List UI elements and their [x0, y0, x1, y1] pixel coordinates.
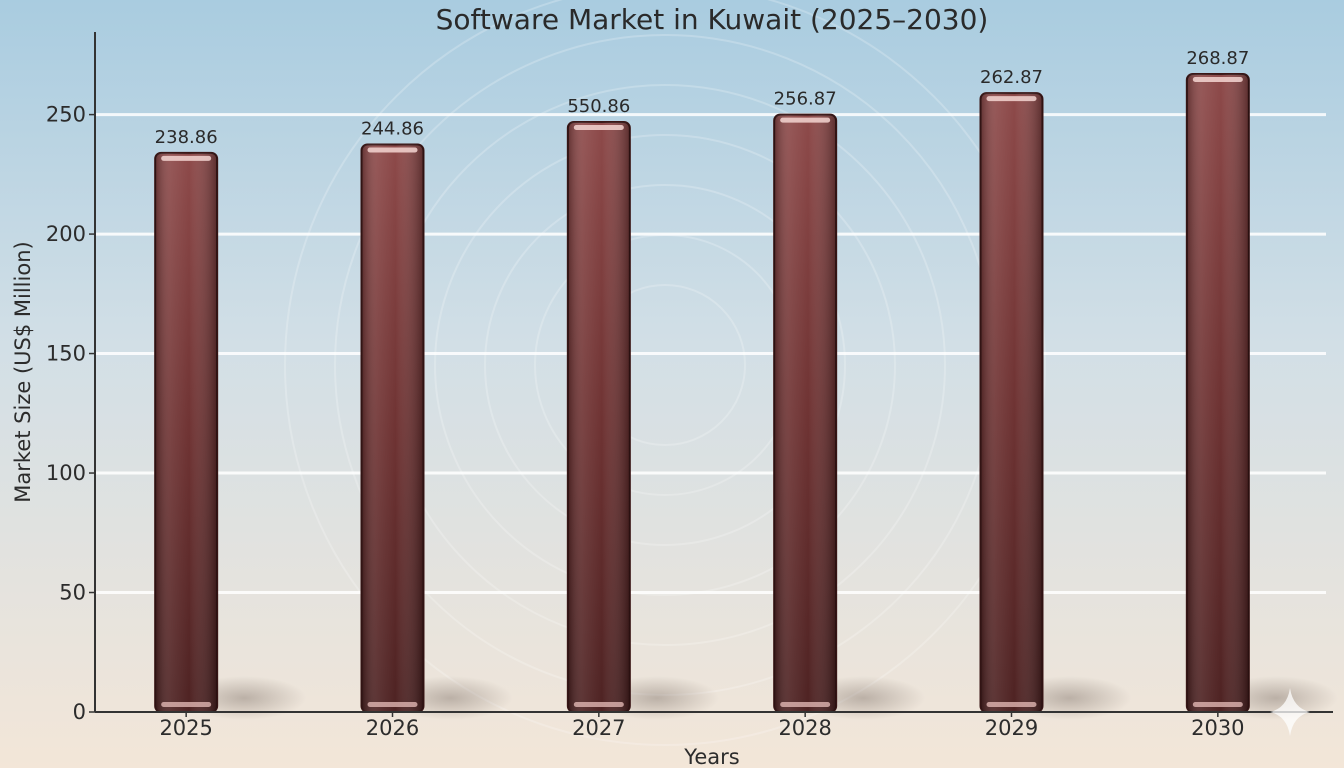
- bar: [773, 113, 838, 714]
- x-tick-label: 2029: [985, 716, 1038, 740]
- bar-bottom-highlight: [573, 702, 624, 707]
- y-tick-label: 200: [46, 222, 86, 246]
- data-label: 256.87: [774, 89, 837, 110]
- background-ring: [284, 0, 1046, 746]
- y-tick-label: 0: [73, 700, 86, 724]
- bar: [360, 143, 425, 714]
- bar-shading: [155, 152, 218, 712]
- bar-top-highlight: [986, 96, 1037, 102]
- x-axis-title: Years: [683, 745, 739, 768]
- x-axis-ticks: 2025 2026 2027 2028 2029 2030: [159, 712, 1245, 740]
- y-axis-ticks: 0 50 100 150 200 250: [46, 103, 95, 724]
- data-label: 550.86: [567, 96, 630, 117]
- bar: [979, 92, 1044, 713]
- bar-shading: [567, 122, 630, 713]
- bar-bottom-highlight: [986, 702, 1037, 707]
- gridlines: [95, 113, 1326, 595]
- bar-shading: [1186, 73, 1249, 712]
- chart-title: Software Market in Kuwait (2025–2030): [436, 3, 989, 36]
- background-ring: [484, 184, 846, 546]
- bar-shading: [774, 114, 837, 713]
- bars: [154, 72, 1250, 714]
- bar-top-highlight: [573, 125, 624, 131]
- x-tick-label: 2027: [572, 716, 625, 740]
- y-tick-label: 150: [46, 342, 86, 366]
- bar: [154, 151, 219, 713]
- y-axis-title: Market Size (US$ Million): [11, 241, 35, 502]
- bar-top-highlight: [367, 147, 418, 153]
- data-labels: 238.86 244.86 550.86 256.87 262.87 268.87: [155, 48, 1250, 148]
- bar: [566, 121, 631, 714]
- background-ring: [434, 134, 896, 596]
- bar-bottom-highlight: [1192, 702, 1243, 707]
- bar-shading: [361, 144, 424, 713]
- bar-top-highlight: [780, 117, 831, 123]
- x-tick-label: 2030: [1191, 716, 1244, 740]
- bar-top-highlight: [161, 155, 212, 161]
- data-label: 244.86: [361, 118, 424, 139]
- bar-shading: [980, 93, 1043, 712]
- y-tick-label: 100: [46, 461, 86, 485]
- x-tick-label: 2025: [159, 716, 212, 740]
- bar-bottom-highlight: [367, 702, 418, 707]
- bar-bottom-highlight: [161, 702, 212, 707]
- data-label: 268.87: [1186, 48, 1249, 69]
- data-label: 238.86: [155, 127, 218, 148]
- sparkle-icon: [1270, 688, 1310, 736]
- y-tick-label: 250: [46, 103, 86, 127]
- x-tick-label: 2026: [366, 716, 419, 740]
- axes: [94, 32, 1333, 713]
- x-tick-label: 2028: [778, 716, 831, 740]
- bar-top-highlight: [1192, 76, 1243, 82]
- bar: [1185, 72, 1250, 713]
- bar-bottom-highlight: [780, 702, 831, 707]
- data-label: 262.87: [980, 67, 1043, 88]
- y-tick-label: 50: [59, 581, 86, 605]
